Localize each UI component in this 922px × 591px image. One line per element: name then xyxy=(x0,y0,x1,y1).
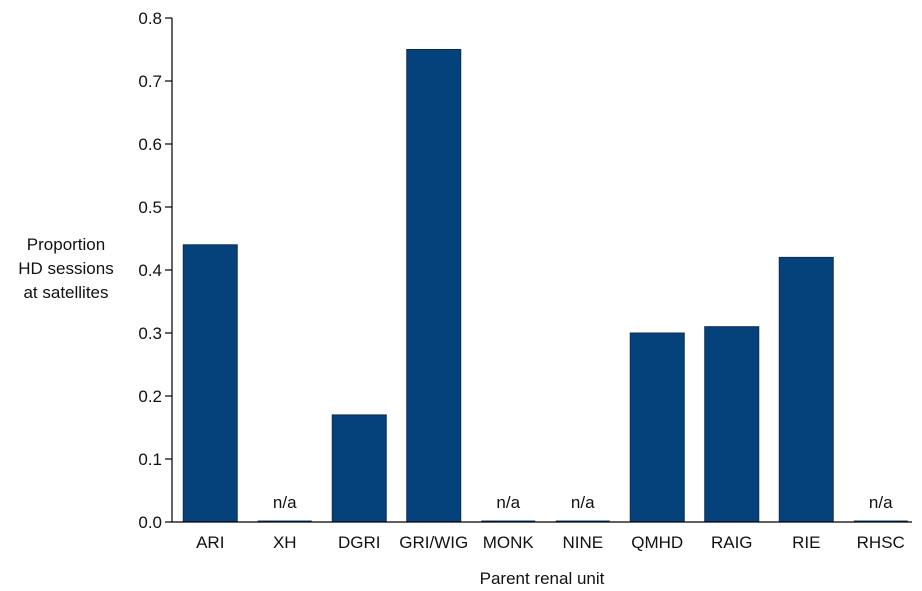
bars: n/a n/a n/a n/a xyxy=(182,49,908,523)
x-tick-label: RHSC xyxy=(857,533,905,552)
bar xyxy=(182,244,238,523)
x-tick-label: MONK xyxy=(483,533,535,552)
x-tick-label: XH xyxy=(273,533,297,552)
na-label: n/a xyxy=(869,493,893,512)
x-tick-label: RAIG xyxy=(711,533,753,552)
na-label: n/a xyxy=(496,493,520,512)
y-tick-label: 0.1 xyxy=(138,450,162,469)
x-tick-label: ARI xyxy=(196,533,224,552)
bar xyxy=(331,414,387,523)
y-tick-label: 0.3 xyxy=(138,324,162,343)
y-tick-label: 0.5 xyxy=(138,198,162,217)
y-tick-label: 0.6 xyxy=(138,135,162,154)
x-axis-title: Parent renal unit xyxy=(480,569,605,588)
y-axis-title-line: Proportion xyxy=(27,235,105,254)
y-tick-label: 0.2 xyxy=(138,387,162,406)
x-axis: ARI XH DGRI GRI/WIG MONK NINE QMHD RAIG RIE RHSC xyxy=(172,521,912,552)
na-label: n/a xyxy=(571,493,595,512)
x-tick-label: RIE xyxy=(792,533,820,552)
bar xyxy=(778,256,834,523)
y-axis-title-line: at satellites xyxy=(23,283,108,302)
y-axis: 0.0 0.1 0.2 0.3 0.4 0.5 0.6 0.7 0.8 xyxy=(138,9,173,532)
bar xyxy=(629,332,685,523)
x-tick-label: DGRI xyxy=(338,533,381,552)
y-axis-title-line: HD sessions xyxy=(18,259,113,278)
y-axis-title: Proportion HD sessions at satellites xyxy=(18,235,113,302)
y-tick-label: 0.4 xyxy=(138,261,162,280)
x-tick-label: GRI/WIG xyxy=(399,533,468,552)
y-tick-label: 0.0 xyxy=(138,513,162,532)
x-tick-label: NINE xyxy=(562,533,603,552)
x-tick-label: QMHD xyxy=(631,533,683,552)
bar xyxy=(406,49,462,523)
y-tick-label: 0.8 xyxy=(138,9,162,28)
bar xyxy=(704,326,760,523)
na-label: n/a xyxy=(273,493,297,512)
y-tick-label: 0.7 xyxy=(138,72,162,91)
